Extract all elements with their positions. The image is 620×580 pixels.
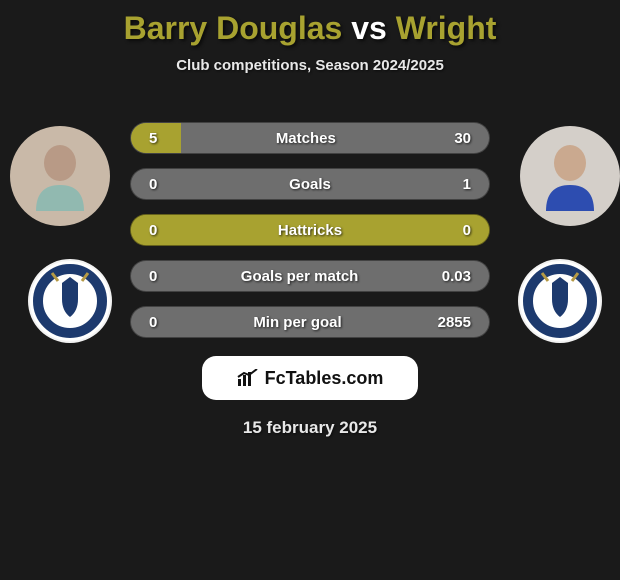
comparison-panel: 5 Matches 30 0 Goals 1 0 Hattricks 0 0 Goals per m…	[0, 104, 620, 444]
stat-value-b: 30	[454, 130, 471, 147]
brand-chart-icon	[237, 369, 259, 387]
player-a-name: Barry Douglas	[124, 10, 343, 46]
avatar-placeholder-icon	[10, 126, 110, 226]
avatar-placeholder-icon	[520, 126, 620, 226]
stat-value-a: 5	[149, 130, 157, 147]
date-line: 15 february 2025	[0, 418, 620, 438]
stat-bar: 0 Goals 1	[130, 168, 490, 200]
brand-pill[interactable]: FcTables.com	[202, 356, 418, 400]
page-title: Barry Douglas vs Wright	[0, 0, 620, 47]
stat-value-a: 0	[149, 268, 157, 285]
stat-label: Hattricks	[278, 222, 342, 239]
stat-value-a: 0	[149, 176, 157, 193]
stat-bar: 0 Hattricks 0	[130, 214, 490, 246]
stat-bars: 5 Matches 30 0 Goals 1 0 Hattricks 0 0 Goals per m…	[130, 104, 490, 338]
stat-label: Goals per match	[241, 268, 359, 285]
subtitle: Club competitions, Season 2024/2025	[0, 57, 620, 74]
stat-bar: 5 Matches 30	[130, 122, 490, 154]
stat-bar: 0 Goals per match 0.03	[130, 260, 490, 292]
stat-value-b: 2855	[438, 314, 471, 331]
stat-value-a: 0	[149, 222, 157, 239]
stat-value-a: 0	[149, 314, 157, 331]
stat-bar: 0 Min per goal 2855	[130, 306, 490, 338]
player-b-club-crest	[518, 259, 602, 343]
stat-value-b: 0.03	[442, 268, 471, 285]
crest-icon	[518, 259, 602, 343]
crest-icon	[28, 259, 112, 343]
stat-label: Goals	[289, 176, 331, 193]
stat-label: Min per goal	[253, 314, 341, 331]
stat-value-b: 1	[463, 176, 471, 193]
brand-text: FcTables.com	[265, 368, 384, 389]
player-b-photo	[520, 126, 620, 226]
stat-label: Matches	[276, 130, 336, 147]
player-b-name: Wright	[396, 10, 497, 46]
player-a-club-crest	[28, 259, 112, 343]
player-a-photo	[10, 126, 110, 226]
vs-word: vs	[351, 10, 387, 46]
stat-value-b: 0	[463, 222, 471, 239]
